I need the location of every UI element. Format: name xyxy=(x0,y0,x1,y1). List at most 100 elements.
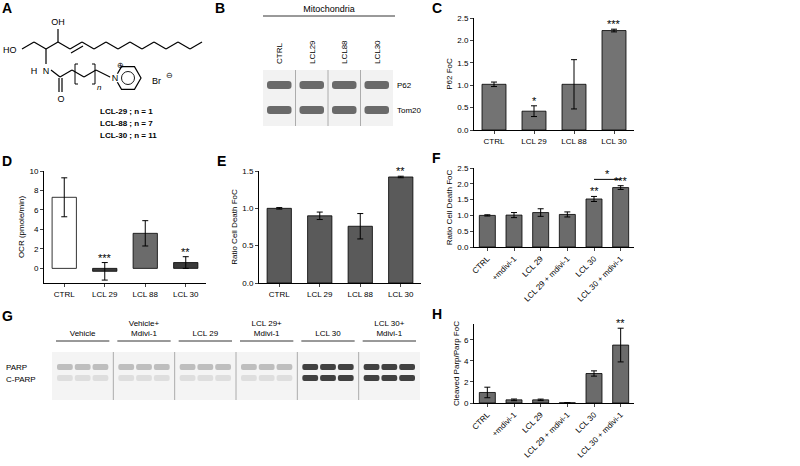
svg-text:0.5: 0.5 xyxy=(457,103,469,112)
svg-text:0: 0 xyxy=(464,399,469,408)
svg-text:LCL 88: LCL 88 xyxy=(348,290,374,299)
svg-text:Vehicle: Vehicle xyxy=(70,329,96,338)
svg-text:2.0: 2.0 xyxy=(457,180,469,189)
svg-text:CTRL: CTRL xyxy=(470,410,492,432)
svg-text:OCR (pmole/min): OCR (pmole/min) xyxy=(17,196,26,259)
svg-text:+mdivi-1: +mdivi-1 xyxy=(490,254,518,282)
svg-text:8: 8 xyxy=(34,186,39,195)
svg-text:0.0: 0.0 xyxy=(242,279,254,288)
svg-text:LCL-29 ; n = 1: LCL-29 ; n = 1 xyxy=(100,107,153,116)
svg-text:0.0: 0.0 xyxy=(457,243,469,252)
svg-text:**: ** xyxy=(590,185,599,197)
svg-text:LCL 29: LCL 29 xyxy=(521,410,546,435)
svg-text:Br: Br xyxy=(152,76,161,86)
svg-text:O: O xyxy=(57,94,64,104)
svg-text:0.5: 0.5 xyxy=(457,227,469,236)
svg-text:LCL 29: LCL 29 xyxy=(521,254,546,279)
svg-text:Cleaved Parp/Parp FoC: Cleaved Parp/Parp FoC xyxy=(452,321,461,406)
svg-text:LCL 30: LCL 30 xyxy=(574,410,599,435)
svg-text:OH: OH xyxy=(51,17,65,27)
svg-text:Vehicle+: Vehicle+ xyxy=(129,319,160,328)
svg-text:LCL 29: LCL 29 xyxy=(193,329,219,338)
svg-text:Ratio Cell Death FoC: Ratio Cell Death FoC xyxy=(445,169,454,245)
svg-text:LCL29: LCL29 xyxy=(308,40,317,64)
svg-text:⊖: ⊖ xyxy=(166,71,173,80)
svg-text:2.5: 2.5 xyxy=(457,14,469,23)
svg-text:***: *** xyxy=(614,175,628,187)
svg-text:CTRL: CTRL xyxy=(269,290,290,299)
svg-text:LCL 88: LCL 88 xyxy=(561,137,587,146)
svg-text:0: 0 xyxy=(34,264,39,273)
svg-text:HO: HO xyxy=(3,45,17,55)
svg-text:Mdivi-1: Mdivi-1 xyxy=(131,329,157,338)
svg-text:1.5: 1.5 xyxy=(457,59,469,68)
svg-text:0.0: 0.0 xyxy=(457,126,469,135)
svg-text:6: 6 xyxy=(464,336,469,345)
svg-text:⊕: ⊕ xyxy=(117,61,124,70)
svg-text:LCL88: LCL88 xyxy=(340,40,349,64)
svg-text:LCL30: LCL30 xyxy=(373,40,382,64)
svg-text:1.0: 1.0 xyxy=(457,81,469,90)
svg-text:2: 2 xyxy=(464,378,469,387)
svg-text:n: n xyxy=(97,83,102,92)
svg-text:C-PARP: C-PARP xyxy=(6,375,36,384)
svg-text:1.0: 1.0 xyxy=(242,204,254,213)
html-text:C: C xyxy=(432,0,443,16)
html-text:G: G xyxy=(2,308,13,324)
svg-text:4: 4 xyxy=(34,225,39,234)
svg-text:LCL 30 + mdivi-1: LCL 30 + mdivi-1 xyxy=(576,410,625,459)
svg-text:Tom20: Tom20 xyxy=(397,106,422,115)
svg-text:LCL-88 ; n = 7: LCL-88 ; n = 7 xyxy=(100,119,153,128)
svg-text:6: 6 xyxy=(34,206,39,215)
svg-text:1.0: 1.0 xyxy=(457,211,469,220)
svg-text:P62: P62 xyxy=(397,81,412,90)
svg-text:Mdivi-1: Mdivi-1 xyxy=(376,329,402,338)
html-text:A: A xyxy=(2,0,13,16)
svg-text:LCL 30+: LCL 30+ xyxy=(374,319,405,328)
svg-text:CTRL: CTRL xyxy=(470,254,492,276)
svg-text:Mdivi-1: Mdivi-1 xyxy=(254,329,280,338)
html-text:D: D xyxy=(2,153,13,169)
svg-text:N: N xyxy=(43,66,50,76)
svg-text:LCL 88: LCL 88 xyxy=(133,290,159,299)
svg-text:LCL 30: LCL 30 xyxy=(574,254,599,279)
svg-text:N: N xyxy=(112,73,119,83)
svg-text:+mdivi-1: +mdivi-1 xyxy=(490,410,518,438)
svg-text:*: * xyxy=(605,168,610,180)
svg-text:LCL 29: LCL 29 xyxy=(521,137,547,146)
svg-text:LCL 29: LCL 29 xyxy=(307,290,333,299)
svg-text:CTRL: CTRL xyxy=(275,43,284,64)
svg-text:0.5: 0.5 xyxy=(242,241,254,250)
html-text:B: B xyxy=(215,0,226,16)
svg-text:LCL 30: LCL 30 xyxy=(388,290,414,299)
svg-text:PARP: PARP xyxy=(6,363,27,372)
svg-text:***: *** xyxy=(607,18,621,30)
svg-text:10: 10 xyxy=(29,167,38,176)
svg-text:LCL 29+: LCL 29+ xyxy=(252,319,283,328)
svg-text:LCL 30: LCL 30 xyxy=(315,329,341,338)
svg-text:LCL 29: LCL 29 xyxy=(92,290,118,299)
svg-text:*: * xyxy=(532,95,537,107)
svg-text:**: ** xyxy=(181,246,190,258)
svg-text:2: 2 xyxy=(34,245,39,254)
svg-text:LCL 30: LCL 30 xyxy=(173,290,199,299)
svg-text:CTRL: CTRL xyxy=(54,290,75,299)
svg-text:***: *** xyxy=(98,252,112,264)
svg-text:LCL 30 + mdivi-1: LCL 30 + mdivi-1 xyxy=(576,254,625,303)
svg-text:1.5: 1.5 xyxy=(242,167,254,176)
svg-text:4: 4 xyxy=(464,357,469,366)
svg-text:1.5: 1.5 xyxy=(457,195,469,204)
svg-text:**: ** xyxy=(616,317,625,329)
svg-text:CTRL: CTRL xyxy=(484,137,505,146)
svg-text:LCL 30: LCL 30 xyxy=(601,137,627,146)
svg-text:LCL-30 ; n = 11: LCL-30 ; n = 11 xyxy=(100,131,157,140)
svg-text:LCL 29 + mdivi-1: LCL 29 + mdivi-1 xyxy=(522,254,571,303)
svg-text:LCL 29 + mdivi-1: LCL 29 + mdivi-1 xyxy=(522,410,571,459)
svg-text:Mitochondria: Mitochondria xyxy=(303,4,355,14)
svg-text:2.5: 2.5 xyxy=(457,164,469,173)
svg-text:**: ** xyxy=(396,165,405,177)
svg-text:Ratio Cell Death FoC: Ratio Cell Death FoC xyxy=(230,189,239,265)
svg-text:2.0: 2.0 xyxy=(457,36,469,45)
svg-text:H: H xyxy=(31,66,38,76)
svg-text:P62 FoC: P62 FoC xyxy=(445,58,454,90)
